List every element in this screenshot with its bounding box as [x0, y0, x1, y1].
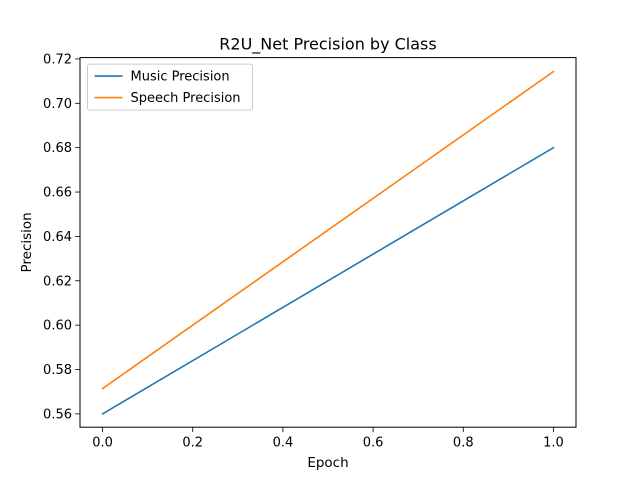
plot-area [79, 57, 577, 428]
x-tick-label: 1.0 [543, 436, 564, 451]
y-tick-label: 0.64 [43, 230, 72, 245]
x-axis-ticks: 0.0 0.2 0.4 0.6 0.8 1.0 [92, 427, 564, 451]
x-tick-label: 0.0 [92, 436, 113, 451]
legend-box [87, 63, 253, 111]
x-tick-label: 0.8 [453, 436, 474, 451]
x-tick-label: 0.2 [182, 436, 203, 451]
y-axis-label: Precision [19, 212, 35, 272]
chart-title: R2U_Net Precision by Class [219, 35, 436, 55]
music-precision-line [101, 146, 555, 415]
x-tick-label: 0.6 [363, 436, 384, 451]
y-tick-label: 0.72 [43, 52, 72, 67]
y-tick-label: 0.66 [43, 186, 72, 201]
x-axis-label: Epoch [307, 455, 348, 471]
y-tick-label: 0.60 [43, 319, 72, 334]
y-tick-label: 0.56 [43, 407, 72, 422]
y-axis-ticks: 0.56 0.58 0.60 0.62 0.64 0.66 0.68 0.70 0.72 [43, 52, 80, 422]
y-tick-label: 0.68 [43, 141, 72, 156]
y-tick-label: 0.70 [43, 97, 72, 112]
axes-frame [79, 57, 577, 428]
y-tick-label: 0.62 [43, 274, 72, 289]
legend: Music Precision Speech Precision [87, 63, 253, 111]
speech-precision-line [101, 70, 555, 390]
y-tick-label: 0.58 [43, 363, 72, 378]
x-tick-label: 0.4 [273, 436, 294, 451]
speech-precision-legend-label: Speech Precision [131, 91, 241, 106]
series-layer [101, 70, 555, 415]
music-precision-legend-label: Music Precision [131, 70, 230, 85]
